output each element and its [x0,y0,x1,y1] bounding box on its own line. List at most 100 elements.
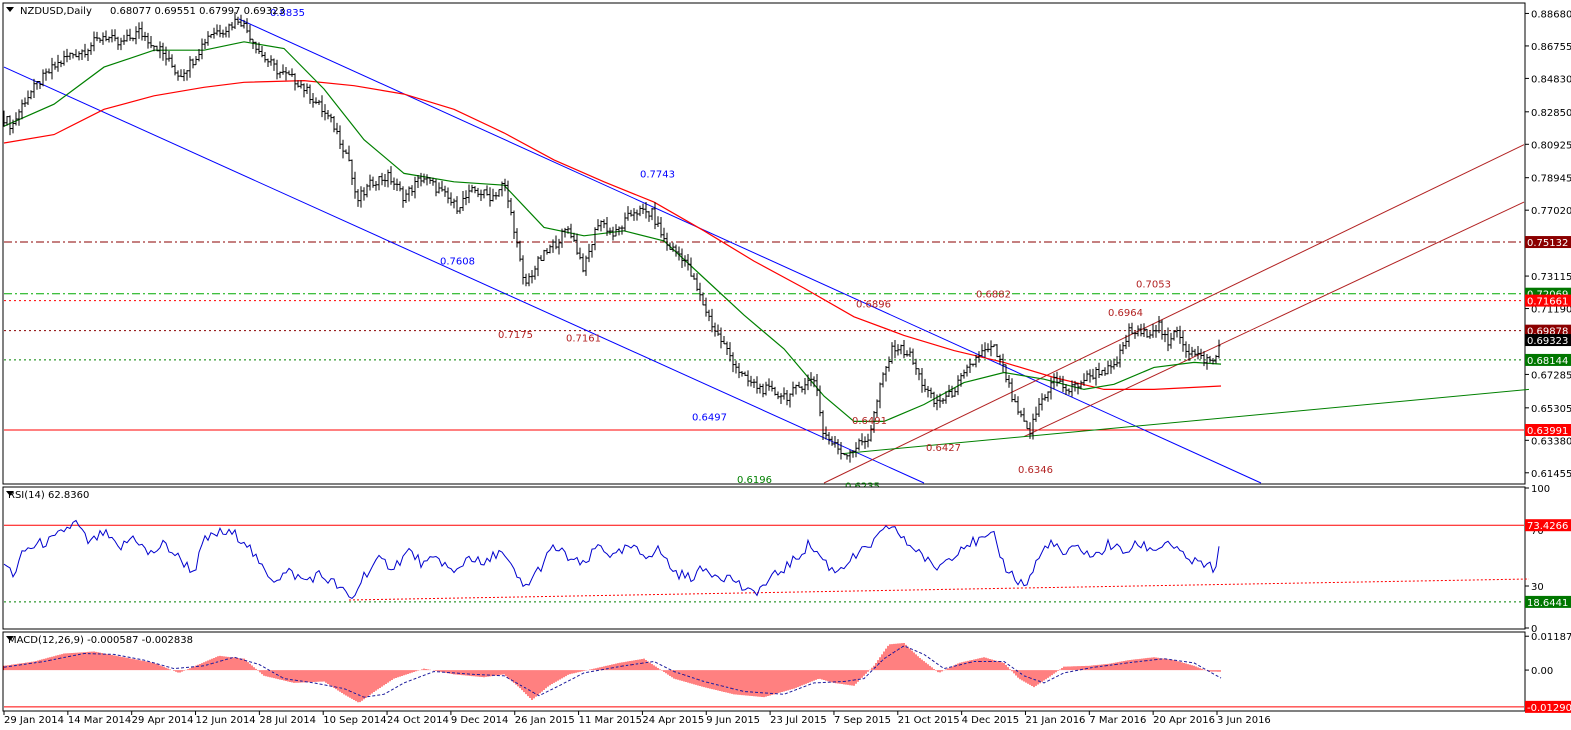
time-tick-9: 11 Mar 2015 [579,715,642,726]
ohlc-bar [461,190,465,211]
ohlc-bar [983,342,987,358]
ohlc-bar [17,109,21,126]
ohlc-bar [1022,407,1026,422]
ohlc-bar [1037,397,1041,418]
rsi-tag-bg-1 [1525,595,1571,608]
ohlc-bar [950,385,954,398]
ohlc-bar [317,99,321,105]
ohlc-bar [1163,330,1167,343]
ohlc-bar [608,227,612,235]
ohlc-bar [593,227,597,251]
ohlc-bar [524,273,528,287]
ohlc-bar [203,38,207,49]
ohlc-bar [50,57,54,80]
ohlc-bar [800,386,804,393]
ohlc-bar [347,145,351,162]
ohlc-bar [596,219,600,231]
ohlc-bar [491,188,495,202]
ohlc-bar [23,97,27,108]
ohlc-bar [1055,371,1059,387]
ohlc-bar [11,119,15,134]
price-tick-5: 0.78945 [1531,174,1571,185]
ohlc-bar [428,177,432,184]
time-tick-19: 3 Jun 2016 [1217,715,1271,726]
rsi-tick-1: 70 [1531,526,1544,537]
ohlc-bar [842,452,846,456]
macd-menu-icon[interactable] [6,636,14,641]
price-panel[interactable]: 0.8835 0.7743 0.7608 0.6497 0.7175 0.7161 0.68… [2,2,1571,493]
price-tag-bg-6 [1525,424,1571,437]
ohlc-bar [278,71,282,79]
ohlc-bar [302,83,306,98]
price-annotation-8: 0.7053 [1136,279,1171,290]
ohlc-bar [986,343,990,353]
ohlc-bar [1007,375,1011,388]
ohlc-bar [233,11,237,30]
price-axis: 0.88680 0.86755 0.84830 0.82850 0.80925 0.789… [1525,9,1571,480]
ohlc-bar [623,212,627,232]
macd-tick-1: 0.00 [1531,666,1553,677]
ohlc-bar [14,112,18,126]
ohlc-bar [1193,348,1197,357]
ohlc-bar [458,207,462,214]
price-panel-frame [2,2,1526,485]
ohlc-bar [635,209,639,221]
ohlc-bar [920,368,924,393]
ohlc-bar [824,426,828,440]
ohlc-bar [542,249,546,261]
ohlc-bar [974,354,978,368]
ohlc-bar [725,341,729,355]
ohlc-bar [1172,330,1176,341]
ohlc-bar [611,226,615,241]
ohlc-bar [782,387,786,400]
ohlc-bar [1100,369,1104,376]
ohlc-bar [197,48,201,62]
rsi-trendline [348,578,1530,601]
ohlc-bar [863,436,867,449]
rsi-panel[interactable]: RSI(14) 62.8360 100 70 30 0 73.4266 18.6441 [2,484,1571,635]
ohlc-bar [674,244,678,257]
ohlc-bar [677,246,681,261]
time-tick-15: 4 Dec 2015 [962,715,1020,726]
ohlc-bar [467,184,471,204]
ohlc-bar [803,378,807,395]
ohlc-bar [194,56,198,66]
ohlc-bar [1214,354,1218,364]
ohlc-bar [206,31,210,46]
ohlc-bar [1208,355,1212,363]
ohlc-bar [26,90,30,106]
ohlc-bar [1043,394,1047,401]
macd-panel[interactable]: MACD(12,26,9) -0.000587 -0.002838 0.0118… [2,631,1571,714]
rsi-menu-icon[interactable] [6,491,14,496]
ohlc-bar [1019,410,1023,418]
ohlc-bar [509,197,513,216]
ohlc-bar [1142,323,1146,337]
ohlc-bar [134,26,138,45]
price-annotation-0: 0.8835 [270,8,305,19]
ohlc-bar [407,186,411,202]
ohlc-bar [497,189,501,197]
rsi-tag-0: 73.4266 [1527,521,1568,532]
indicator-menu-icon[interactable] [6,7,14,12]
ohlc-bar [1064,383,1068,395]
ohlc-bar [149,36,153,49]
symbol-title: NZDUSD,Daily [20,6,92,17]
ohlc-bar [101,32,105,45]
ohlc-bar [1205,353,1209,370]
ohlc-bar [1070,380,1074,397]
ohlc-bar [902,340,906,359]
ohlc-bar [587,243,591,263]
ohlc-bar [224,26,228,38]
price-annotation-9: 0.6964 [1108,308,1143,319]
ohlc-bar [797,381,801,388]
time-tick-17: 7 Mar 2016 [1089,715,1146,726]
ohlc-bar [551,239,555,253]
ohlc-bar [326,110,330,120]
price-annotation-11: 0.6346 [1018,465,1053,476]
ohlc-bar [29,90,33,100]
ohlc-bar [74,49,78,58]
ohlc-values: 0.68077 0.69551 0.67997 0.69323 [110,6,285,17]
ohlc-bar [641,203,645,215]
ohlc-bar [878,382,882,409]
